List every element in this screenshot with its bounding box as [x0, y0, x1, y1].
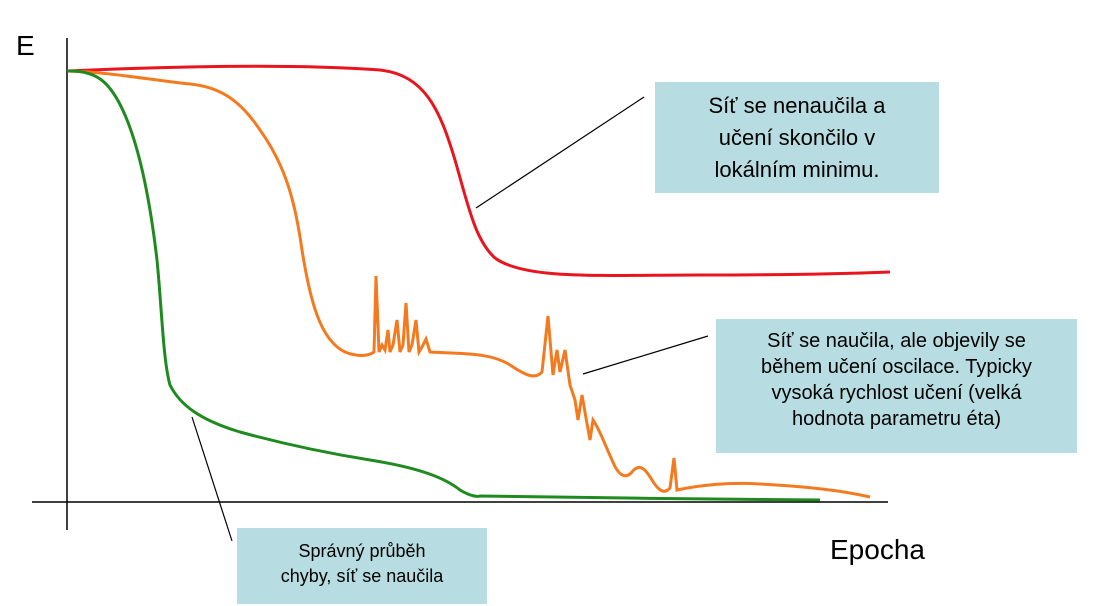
red-curve-callout: Síť se nenaučila a učení skončilo v loká… [655, 82, 939, 193]
x-axis-label: Epocha [830, 534, 925, 565]
orange-error-curve [66, 69, 871, 499]
red-error-curve [66, 64, 891, 277]
orange-callout-pointer [582, 335, 709, 375]
red-callout-pointer [475, 96, 645, 209]
green-curve-callout: Správný průběh chyby, síť se naučila [237, 528, 487, 604]
orange-curve-callout: Síť se naučila, ale objevily se během uč… [716, 319, 1077, 453]
green-error-curve [66, 69, 821, 502]
y-axis-label: E [16, 30, 35, 61]
green-callout-pointer [191, 416, 233, 542]
